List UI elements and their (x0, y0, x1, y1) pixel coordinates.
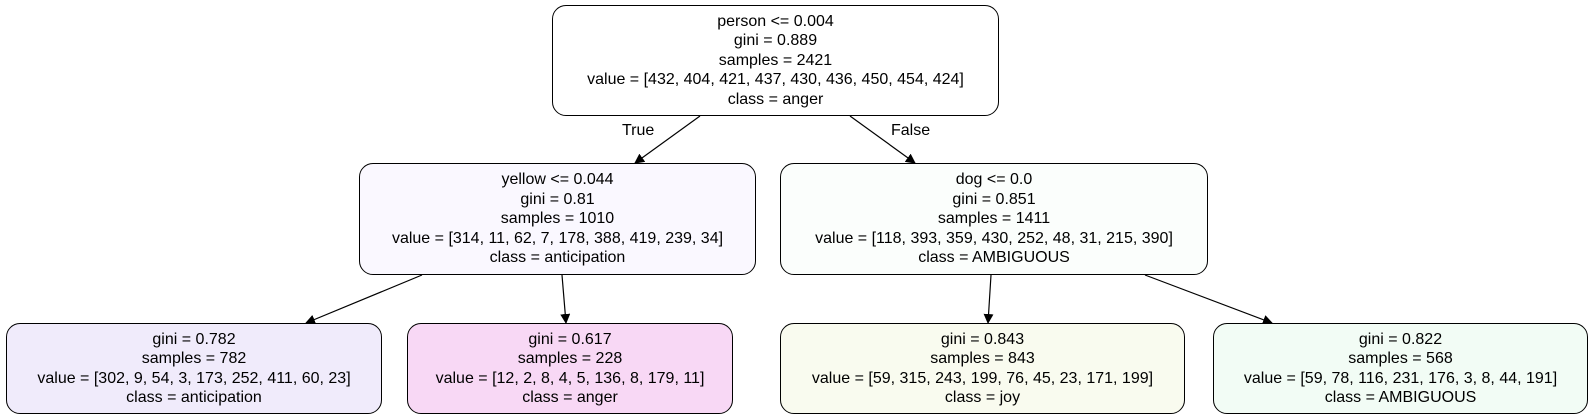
edge-left-leaf2 (560, 274, 571, 324)
edge-label-true: True (622, 122, 655, 139)
node-samples: samples = 1411 (937, 210, 1051, 228)
node-class: class = anger (727, 90, 824, 108)
node-value: value = [12, 2, 8, 4, 5, 136, 8, 179, 11… (435, 369, 705, 387)
node-gini: gini = 0.782 (152, 330, 236, 348)
leaf-node-2: gini = 0.617 samples = 228 value = [12, … (407, 323, 733, 414)
node-value: value = [59, 315, 243, 199, 76, 45, 23, … (811, 369, 1154, 387)
node-condition: dog <= 0.0 (955, 171, 1033, 189)
node-value: value = [302, 9, 54, 3, 173, 252, 411, 6… (37, 369, 351, 387)
node-condition: yellow <= 0.044 (501, 171, 614, 189)
node-samples: samples = 228 (517, 350, 623, 367)
node-samples: samples = 843 (930, 350, 1035, 367)
node-gini: gini = 0.851 (952, 190, 1036, 208)
node-gini: gini = 0.822 (1358, 330, 1443, 348)
leaf-node-3: gini = 0.843 samples = 843 value = [59, … (780, 323, 1185, 414)
node-class: class = anger (522, 389, 618, 406)
edge-root-right (849, 115, 916, 164)
node-condition: person <= 0.004 (717, 12, 834, 30)
edge-label-false: False (891, 122, 931, 139)
root-node: person <= 0.004 gini = 0.889 samples = 2… (552, 5, 999, 116)
node-samples: samples = 1010 (500, 210, 615, 228)
node-class: class = anticipation (126, 389, 262, 406)
node-samples: samples = 782 (141, 350, 247, 367)
node-gini: gini = 0.81 (520, 190, 595, 208)
node-value: value = [314, 11, 62, 7, 178, 388, 419, … (391, 229, 724, 247)
node-class: class = AMBIGUOUS (1324, 389, 1477, 406)
edge-right-leaf3 (983, 274, 994, 324)
node-gini: gini = 0.889 (733, 32, 818, 50)
node-class: class = AMBIGUOUS (918, 249, 1070, 267)
node-samples: samples = 2421 (718, 51, 833, 69)
edge-root-left (634, 115, 701, 164)
right-node: dog <= 0.0 gini = 0.851 samples = 1411 v… (780, 163, 1208, 275)
node-class: class = joy (944, 389, 1021, 406)
edge-right-leaf4 (1144, 274, 1273, 325)
leaf-node-4: gini = 0.822 samples = 568 value = [59, … (1213, 323, 1588, 414)
edge-left-leaf1 (305, 274, 423, 325)
node-samples: samples = 568 (1348, 350, 1453, 367)
node-value: value = [59, 78, 116, 231, 176, 3, 8, 44… (1243, 369, 1558, 387)
node-class: class = anticipation (489, 249, 626, 267)
node-value: value = [118, 393, 359, 430, 252, 48, 31… (815, 229, 1173, 247)
node-value: value = [432, 404, 421, 437, 430, 436, 4… (587, 71, 964, 89)
left-node: yellow <= 0.044 gini = 0.81 samples = 10… (359, 163, 756, 275)
node-gini: gini = 0.617 (528, 330, 612, 348)
leaf-node-1: gini = 0.782 samples = 782 value = [302,… (6, 323, 382, 414)
node-gini: gini = 0.843 (940, 330, 1025, 348)
